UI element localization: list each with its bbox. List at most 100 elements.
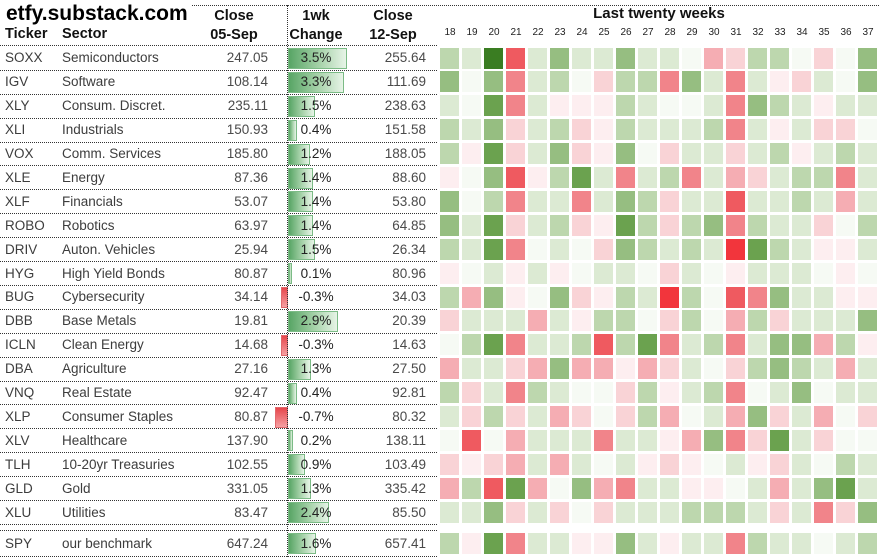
change-line1: 1wk <box>302 8 330 24</box>
close1-line2: 05-Sep <box>210 27 258 43</box>
heatmap-cell <box>440 238 459 260</box>
heatmap-cell <box>506 453 525 475</box>
heatmap-cell <box>550 532 569 554</box>
heatmap-cell <box>616 501 635 523</box>
heatmap-cell <box>748 47 767 69</box>
heatmap-cell <box>550 501 569 523</box>
heatmap-cell <box>682 95 701 117</box>
heatmap-cell <box>660 214 679 236</box>
heatmap-cell <box>440 477 459 499</box>
heatmap-cell <box>704 501 723 523</box>
heatmap-cell <box>506 95 525 117</box>
heatmap-cell <box>440 501 459 523</box>
change-value: 1.5% <box>300 98 332 114</box>
heatmap-cell <box>770 429 789 451</box>
heatmap-cell <box>528 262 547 284</box>
week-label: 35 <box>818 27 830 38</box>
ticker-cell: SPY <box>5 536 33 551</box>
heatmap-cell <box>572 334 591 356</box>
heatmap-cell <box>836 382 855 404</box>
heatmap-cell <box>572 238 591 260</box>
heatmap-cell <box>484 47 503 69</box>
sector-cell: Healthcare <box>62 432 128 448</box>
heatmap-cell <box>528 286 547 308</box>
benchmark-divider <box>0 530 437 531</box>
heatmap-cell <box>770 453 789 475</box>
heatmap-cell <box>682 358 701 380</box>
heatmap-cell <box>638 238 657 260</box>
change-value: 1.4% <box>300 217 332 233</box>
week-label: 21 <box>510 27 522 38</box>
heatmap-cell <box>660 167 679 188</box>
table-row: ICLN Clean Energy 14.68 -0.3% 14.63 <box>0 333 437 358</box>
heatmap-cell <box>726 334 745 356</box>
sector-cell: High Yield Bonds <box>62 265 165 281</box>
ticker-cell: DBA <box>5 361 33 377</box>
heatmap-cell <box>858 501 877 523</box>
heatmap-cell <box>616 477 635 499</box>
heatmap-cell <box>506 310 525 332</box>
heatmap-cell <box>638 532 657 554</box>
close2-line2: 12-Sep <box>369 27 417 43</box>
heatmap-cell <box>506 382 525 404</box>
heatmap-cell <box>660 532 679 554</box>
heatmap-cell <box>704 406 723 427</box>
column-header-ticker: Ticker <box>5 26 48 42</box>
heatmap-cell <box>572 119 591 141</box>
heatmap-cell <box>682 167 701 188</box>
heatmap-cell <box>528 310 547 332</box>
table-row: SOXX Semiconductors 247.05 3.5% 255.64 <box>0 46 437 71</box>
heatmap-cell <box>704 190 723 212</box>
heatmap-cell <box>858 406 877 427</box>
heatmap-cell <box>660 406 679 427</box>
change-value: 1.2% <box>300 146 332 162</box>
heatmap-cell <box>484 167 503 188</box>
heatmap-cell <box>704 532 723 554</box>
change-bar <box>288 191 313 213</box>
ticker-cell: XLP <box>5 408 31 424</box>
heatmap-cell <box>440 334 459 356</box>
heatmap-cell <box>814 382 833 404</box>
week-label: 25 <box>598 27 610 38</box>
sector-cell: Clean Energy <box>62 337 144 353</box>
heatmap-cell <box>638 477 657 499</box>
heatmap-cell <box>748 190 767 212</box>
heatmap-cell <box>726 190 745 212</box>
heatmap-cell <box>440 95 459 117</box>
heatmap-cell <box>792 119 811 141</box>
close-12-sep-cell: 138.11 <box>385 432 426 448</box>
top-divider <box>192 5 879 6</box>
heatmap-cell <box>550 286 569 308</box>
heatmap-cell <box>440 71 459 93</box>
ticker-cell: SOXX <box>5 50 43 66</box>
close-05-sep-cell: 108.14 <box>226 74 268 90</box>
table-row: VOX Comm. Services 185.80 1.2% 188.05 <box>0 142 437 167</box>
table-row: XLU Utilities 83.47 2.4% 85.50 <box>0 500 437 525</box>
heatmap-cell <box>528 429 547 451</box>
heatmap-cell <box>660 358 679 380</box>
heatmap-cell <box>550 310 569 332</box>
heatmap-cell <box>682 47 701 69</box>
heatmap-cell <box>770 95 789 117</box>
close-05-sep-cell: 92.47 <box>234 385 268 401</box>
heatmap-cell <box>594 95 613 117</box>
heatmap-cell <box>704 453 723 475</box>
heatmap-cell <box>748 143 767 165</box>
close-05-sep-cell: 25.94 <box>234 241 268 257</box>
heatmap-cell <box>616 532 635 554</box>
heatmap-cell <box>748 238 767 260</box>
heatmap-cell <box>506 119 525 141</box>
heatmap-cell <box>638 429 657 451</box>
heatmap-cell <box>770 119 789 141</box>
heatmap-cell <box>682 238 701 260</box>
heatmap-cell <box>638 262 657 284</box>
heatmap-cell <box>440 167 459 188</box>
close-12-sep-cell: 14.63 <box>392 337 426 353</box>
heatmap-cell <box>550 477 569 499</box>
heatmap-cell <box>682 532 701 554</box>
heatmap-cell <box>814 262 833 284</box>
heatmap-cell <box>594 262 613 284</box>
change-line2: Change <box>289 27 343 43</box>
heatmap-cell <box>550 190 569 212</box>
heatmap-cell <box>638 310 657 332</box>
